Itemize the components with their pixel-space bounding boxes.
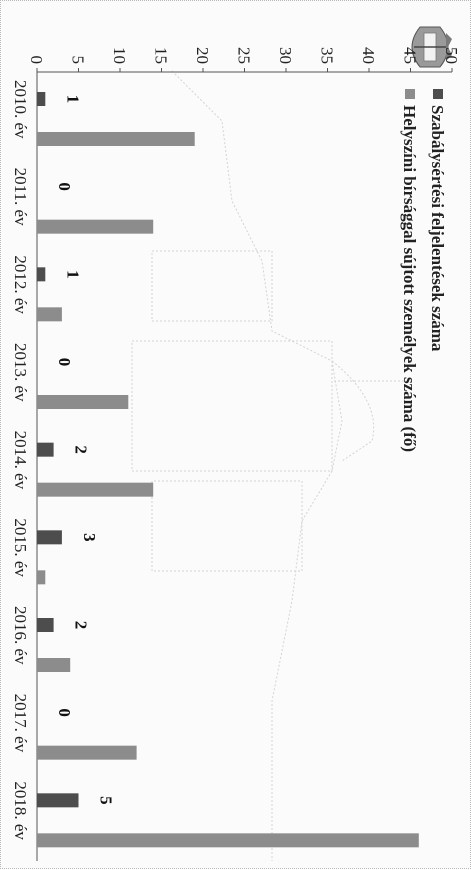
y-tick-label: 10 [110, 47, 129, 64]
bar-birsag [37, 132, 195, 146]
x-tick-label: 2011. év [11, 168, 30, 226]
x-tick-label: 2012. év [11, 255, 30, 314]
x-tick-label: 2010. év [11, 80, 30, 139]
bar-feljelentesek [37, 530, 62, 544]
bar-feljelentesek [37, 92, 45, 106]
bar-birsag [37, 395, 128, 409]
legend-label: Szabálysértési feljelentések száma [428, 105, 447, 352]
data-label-feljelentesek: 2 [72, 621, 91, 630]
data-label-feljelentesek: 1 [63, 270, 82, 279]
data-label-feljelentesek: 0 [55, 708, 74, 717]
building-watermark-icon [132, 71, 412, 861]
y-tick-label: 45 [401, 47, 420, 64]
x-axis-ticks: 2010. év 2011. év 2012. év 2013. év 2014. év… [11, 80, 30, 840]
bar-feljelentesek [37, 443, 54, 457]
y-axis-ticks: 0 5 10 15 20 25 30 35 40 45 50 [27, 47, 461, 72]
data-labels: 1 0 1 0 2 3 2 0 5 [55, 95, 116, 805]
y-tick-label: 20 [193, 47, 212, 64]
legend-swatch [405, 89, 415, 99]
legend-item-feljelentesek: Szabálysértési feljelentések száma [428, 89, 447, 352]
y-tick-label: 50 [442, 47, 461, 64]
legend-swatch [433, 89, 443, 99]
x-tick-label: 2016. év [11, 606, 30, 665]
bar-birsag [37, 658, 70, 672]
y-tick-label: 25 [235, 47, 254, 64]
data-label-feljelentesek: 1 [63, 95, 82, 104]
data-label-feljelentesek: 3 [80, 533, 99, 542]
bar-birsag [37, 746, 137, 760]
legend-item-birsag: Helyszíni bírsággal sújtott személyek sz… [400, 89, 419, 452]
legend-label: Helyszíni bírsággal sújtott személyek sz… [400, 105, 419, 452]
y-tick-label: 30 [276, 47, 295, 64]
bar-series [37, 92, 419, 847]
bar-birsag [37, 220, 153, 234]
y-tick-label: 35 [318, 47, 337, 64]
data-label-feljelentesek: 2 [72, 445, 91, 454]
y-tick-label: 40 [359, 47, 378, 64]
bar-birsag [37, 570, 45, 584]
bar-feljelentesek [37, 793, 79, 807]
bar-feljelentesek [37, 267, 45, 281]
data-label-feljelentesek: 0 [55, 358, 74, 367]
y-tick-label: 15 [152, 47, 171, 64]
data-label-feljelentesek: 0 [55, 182, 74, 191]
bar-birsag [37, 833, 419, 847]
y-tick-label: 0 [27, 56, 46, 65]
x-tick-label: 2013. év [11, 343, 30, 402]
y-tick-label: 5 [69, 56, 88, 65]
data-label-feljelentesek: 5 [97, 796, 116, 805]
x-tick-label: 2017. év [11, 694, 30, 753]
bar-birsag [37, 483, 153, 497]
x-tick-label: 2018. év [11, 781, 30, 840]
bar-birsag [37, 307, 62, 321]
bar-feljelentesek [37, 618, 54, 632]
x-tick-label: 2015. év [11, 518, 30, 577]
x-tick-label: 2014. év [11, 431, 30, 490]
legend: Szabálysértési feljelentések száma Helys… [400, 89, 447, 452]
